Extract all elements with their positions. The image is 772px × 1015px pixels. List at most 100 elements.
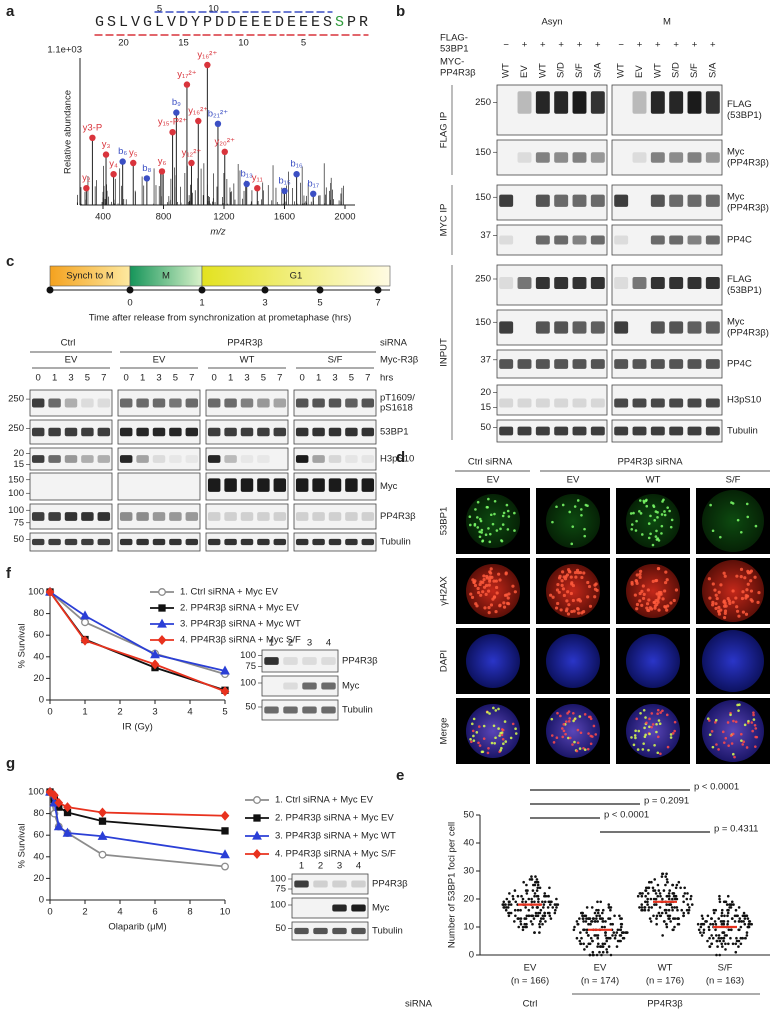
band — [632, 152, 647, 163]
foci-dot — [724, 948, 727, 951]
timeline-caption: Time after release from synchronization … — [89, 313, 352, 324]
band — [31, 538, 45, 546]
band — [650, 235, 665, 245]
foci-dot — [682, 914, 685, 918]
foci-dot — [641, 892, 644, 895]
band — [590, 426, 605, 436]
band — [283, 682, 298, 690]
mw-label: 250 — [8, 394, 24, 405]
foci-dot — [601, 908, 605, 912]
band — [517, 152, 532, 163]
band — [517, 359, 532, 369]
foci-dot — [528, 878, 532, 881]
foci-dot — [598, 950, 601, 954]
focus — [488, 532, 492, 536]
foci-dot — [594, 920, 597, 923]
foci-dot — [596, 900, 599, 904]
focus — [506, 596, 510, 600]
row-title: siRNA — [380, 338, 408, 349]
row-label: PP4R3β — [440, 68, 476, 79]
foci-dot — [504, 908, 508, 912]
focus — [589, 742, 593, 746]
y-tick-label: 40 — [33, 851, 44, 862]
foci-dot — [671, 897, 674, 901]
focus — [663, 513, 667, 517]
legend-marker — [157, 635, 167, 645]
y-tick-label: 100 — [28, 587, 44, 598]
focus — [560, 579, 564, 583]
focus — [664, 570, 668, 574]
foci-dot — [590, 906, 594, 909]
foci-dot — [535, 914, 539, 918]
foci-dot — [747, 922, 750, 926]
focus — [566, 712, 569, 715]
mw-label: 150 — [475, 192, 491, 203]
band — [81, 538, 94, 546]
residue-number: 5 — [301, 38, 306, 49]
focus — [576, 728, 580, 732]
focus — [630, 527, 634, 531]
foci-dot — [511, 894, 515, 898]
foci-dot — [535, 894, 539, 898]
focus — [708, 596, 712, 600]
data-point — [98, 850, 107, 859]
foci-dot — [669, 920, 672, 923]
foci-dot — [722, 939, 725, 943]
band — [687, 194, 702, 207]
ion-dot — [195, 117, 202, 125]
foci-dot — [743, 917, 747, 920]
band — [294, 927, 309, 935]
band — [687, 398, 702, 408]
blot-label: PP4R3β — [342, 656, 378, 667]
x-tick-label: 400 — [95, 212, 111, 223]
focus — [641, 584, 645, 588]
foci-dot — [505, 906, 508, 909]
foci-dot — [640, 908, 644, 912]
foci-dot — [613, 914, 616, 918]
sign: − — [618, 40, 624, 51]
focus — [722, 615, 727, 620]
ion-label: y₁₂²⁺ — [182, 148, 202, 159]
foci-dot — [543, 894, 546, 898]
foci-dot — [711, 922, 715, 926]
foci-dot — [578, 917, 581, 920]
foci-dot — [700, 914, 704, 918]
focus — [492, 579, 496, 583]
foci-dot — [519, 922, 523, 926]
band — [351, 927, 366, 935]
focus — [750, 721, 754, 724]
foci-dot — [508, 900, 511, 904]
focus — [580, 575, 584, 580]
sign: − — [503, 40, 509, 51]
band — [295, 512, 309, 521]
foci-dot — [554, 908, 557, 912]
x-tick-label: 1 — [82, 707, 87, 718]
focus — [658, 722, 662, 726]
foci-dot — [608, 917, 612, 920]
foci-dot — [532, 917, 536, 920]
foci-dot — [618, 934, 622, 937]
band — [590, 152, 605, 163]
focus — [655, 592, 659, 596]
blot-label: Myc — [727, 147, 745, 158]
focus — [744, 612, 749, 616]
focus — [506, 509, 510, 513]
foci-dot — [646, 886, 650, 890]
hrs-label: 1 — [228, 373, 233, 384]
column-label: EV — [487, 475, 500, 486]
section-label: MYC IP — [439, 204, 450, 237]
panel-label: b — [396, 3, 405, 20]
focus — [587, 732, 590, 735]
foci-dot — [662, 889, 666, 892]
band — [361, 538, 375, 546]
focus — [722, 571, 726, 575]
nucleus — [546, 634, 600, 688]
band — [650, 359, 665, 369]
focus — [715, 743, 718, 746]
legend-label: 2. PP4R3β siRNA + Myc EV — [275, 813, 394, 824]
focus — [656, 735, 660, 739]
band — [590, 359, 605, 369]
blot — [611, 139, 723, 176]
foci-dot — [720, 914, 724, 918]
